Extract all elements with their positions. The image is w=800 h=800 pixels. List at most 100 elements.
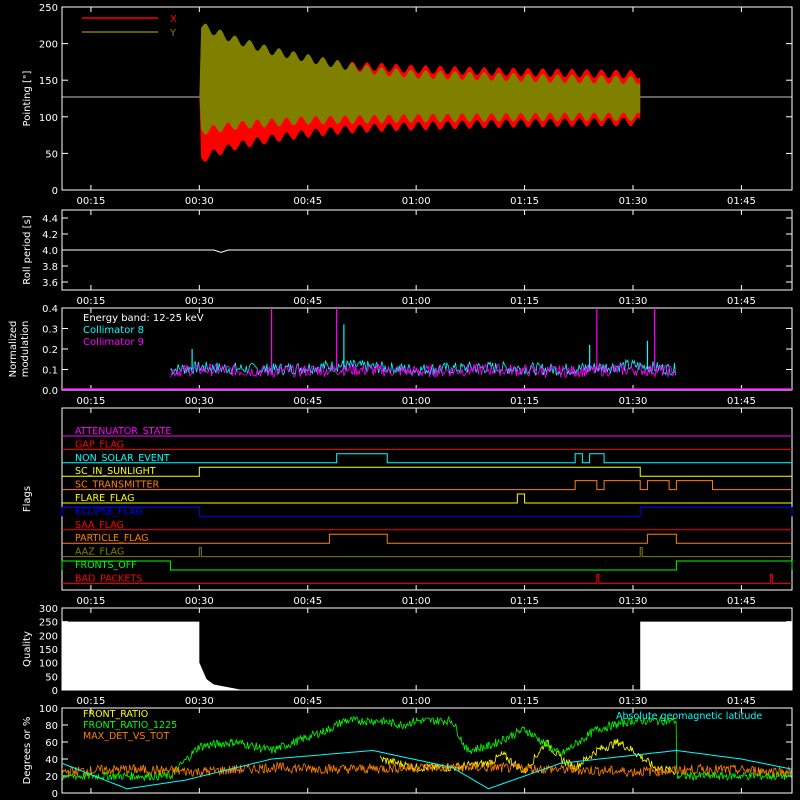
flag-label: ATTENUATOR_STATE	[75, 426, 171, 437]
x-tick-label: 00:45	[293, 596, 322, 607]
x-tick-label: 01:45	[727, 596, 756, 607]
series-2-line	[61, 761, 792, 778]
panel-5: 0 20 40 60 80 100 Degrees or % FRONT_RATIOFRONT…	[22, 704, 793, 800]
x-tick-label: 01:30	[619, 696, 648, 707]
roll-period-line	[62, 249, 792, 253]
y-axis-label-line1: Normalized	[8, 321, 19, 378]
y-axis-label: Pointing ["]	[22, 70, 33, 126]
x-tick-label: 01:45	[727, 196, 756, 207]
panel-1: 00:15 00:30 00:45 01:00 01:15 01:30 01:45 3.6 3.…	[22, 209, 793, 307]
y-tick-label: 4.0	[42, 246, 58, 257]
y-tick-label: 3.6	[42, 278, 58, 289]
x-tick-label: 00:15	[76, 296, 105, 307]
x-tick-label: 01:15	[510, 596, 539, 607]
y-tick-label: 0	[52, 789, 58, 800]
flag-label: PARTICLE_FLAG	[75, 533, 148, 544]
x-tick-label: 00:30	[185, 396, 214, 407]
flag-label: AAZ_FLAG	[75, 547, 124, 558]
y-tick-label: 0.0	[42, 386, 58, 397]
y-tick-label: 0.2	[42, 345, 58, 356]
x-tick-label: 00:30	[185, 696, 214, 707]
y-tick-label: 150	[39, 76, 58, 87]
y-tick-label: 200	[39, 631, 58, 642]
y-axis-label: Roll period [s]	[22, 215, 33, 284]
axes-frame	[61, 407, 793, 591]
legend-label-collimator: Collimator 8	[83, 325, 144, 336]
axes-frame	[61, 707, 793, 794]
x-tick-label: 01:45	[727, 396, 756, 407]
flag-label: SAA_FLAG	[75, 520, 124, 531]
x-tick-label: 00:15	[76, 196, 105, 207]
flag-label: GAP_FLAG	[75, 439, 124, 450]
x-tick-label: 01:30	[619, 596, 648, 607]
y-tick-label: 80	[45, 721, 58, 732]
y-tick-label: 100	[39, 704, 58, 715]
x-tick-label: 01:00	[402, 696, 431, 707]
legend-label-series: FRONT_RATIO	[83, 709, 148, 720]
y-axis-label-line2: modulation	[20, 321, 31, 378]
y-axis-label: Degrees or %	[22, 717, 33, 785]
flag-trace	[62, 493, 792, 504]
series-1-line	[61, 715, 792, 782]
flag-trace	[62, 547, 792, 558]
x-tick-label: 01:00	[402, 396, 431, 407]
legend-label-series: MAX_DET_VS_TOT	[83, 731, 169, 742]
y-tick-label: 0	[52, 686, 58, 697]
series-3-line	[61, 749, 793, 790]
y-tick-label: 200	[39, 40, 58, 51]
legend-label-collimator: Collimator 9	[83, 337, 144, 348]
y-tick-label: 20	[45, 772, 58, 783]
y-axis-label: Flags	[22, 486, 33, 512]
x-tick-label: 00:15	[76, 696, 105, 707]
y-tick-label: 4.4	[42, 214, 58, 225]
panel-0: 00:15 00:30 00:45 01:00 01:15 01:30 01:45 0 50 10…	[22, 3, 793, 207]
x-tick-label: 01:30	[619, 396, 648, 407]
flag-trace	[62, 480, 792, 491]
y-tick-label: 100	[39, 659, 58, 670]
y-axis-label: Quality	[22, 631, 33, 667]
x-tick-label: 01:00	[402, 296, 431, 307]
flag-trace	[61, 560, 793, 571]
y-tick-label: 300	[39, 604, 58, 615]
y-tick-label: 0.1	[42, 366, 58, 377]
flag-trace	[62, 453, 792, 464]
quality-area	[62, 621, 792, 690]
x-tick-label: 00:15	[76, 396, 105, 407]
x-tick-label: 01:00	[402, 196, 431, 207]
axes-frame	[61, 6, 793, 191]
pointing-y-band	[199, 23, 641, 135]
flag-trace	[61, 506, 793, 517]
energy-band-annotation: Energy band: 12-25 keV	[83, 313, 204, 324]
flag-label: SC_IN_SUNLIGHT	[75, 466, 156, 477]
flag-label: NON_SOLAR_EVENT	[75, 453, 170, 464]
x-tick-label: 00:45	[293, 196, 322, 207]
y-tick-label: 0.3	[42, 325, 58, 336]
panel-4: 00:15 00:30 00:45 01:00 01:15 01:30 01:45 0 50 10…	[22, 604, 793, 707]
y-tick-label: 40	[45, 755, 58, 766]
x-tick-label: 01:30	[619, 296, 648, 307]
modulation-1-line	[170, 362, 676, 379]
x-tick-label: 01:15	[510, 696, 539, 707]
y-tick-label: 60	[45, 738, 58, 749]
x-tick-label: 00:45	[293, 396, 322, 407]
y-tick-label: 50	[45, 149, 58, 160]
y-tick-label: 4.2	[42, 230, 58, 241]
y-tick-label: 250	[39, 618, 58, 629]
x-tick-label: 01:45	[727, 696, 756, 707]
y-tick-label: 50	[45, 672, 58, 683]
panel-3: 00:15 00:30 00:45 01:00 01:15 01:30 01:45 Flags…	[22, 407, 793, 607]
legend-label-series: FRONT_RATIO_1225	[83, 720, 177, 731]
flag-label: ECLIPSE_FLAG	[75, 506, 143, 517]
y-tick-label: 0.4	[42, 304, 58, 315]
x-tick-label: 01:15	[510, 196, 539, 207]
x-tick-label: 00:45	[293, 696, 322, 707]
x-tick-label: 01:15	[510, 296, 539, 307]
flag-label: BAD_PACKETS	[75, 573, 142, 584]
flag-trace	[62, 466, 792, 477]
flag-trace	[62, 533, 792, 544]
x-tick-label: 01:00	[402, 596, 431, 607]
x-tick-label: 00:45	[293, 296, 322, 307]
x-tick-label: 00:30	[185, 196, 214, 207]
x-tick-label: 00:30	[185, 296, 214, 307]
